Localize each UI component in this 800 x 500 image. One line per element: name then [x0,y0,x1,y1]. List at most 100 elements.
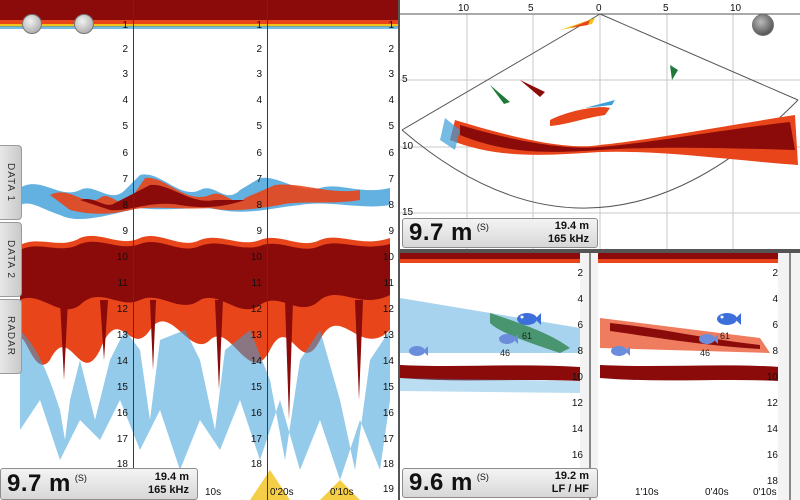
tab-radar[interactable]: RADAR [0,299,22,374]
range-scale-label: 10 [458,3,470,14]
freq-value: 165 kHz [548,233,589,245]
depth-tick: 10 [766,372,778,383]
depth-tick: 7 [388,174,394,185]
range-value: 19.2 m [554,470,589,482]
sonar-left-panel[interactable]: 1 2 3 4 5 6 7 8 9 10 11 12 13 14 15 16 1… [0,0,400,500]
time-label: 10s [205,487,222,498]
fish-id-panel[interactable]: 61 46 61 46 2 4 6 8 10 12 14 16 18 2 4 6… [400,253,800,500]
depth-tick: 14 [766,424,778,435]
tab-label: DATA 1 [5,163,16,202]
depth-tick: 1 [256,20,262,31]
time-label: 0'10s [753,487,777,498]
history-divider-1 [133,0,134,500]
depth-tick: 17 [250,434,262,445]
depth-value: 9.7 m [409,219,473,246]
fish-icon[interactable] [698,333,718,345]
depth-tick: 14 [382,356,394,367]
fish-depth-label: 46 [700,348,711,358]
range-scale-label: 10 [730,3,742,14]
depth-tick: 10 [382,252,394,263]
depth-tick: 15 [116,382,128,393]
range-scale-label: 0 [596,3,602,14]
range-scale-label: 5 [528,3,534,14]
depth-source: (S) [74,473,87,483]
depth-tick: 4 [122,95,128,106]
depth-tick: 3 [256,69,262,80]
depth-tick: 14 [116,356,128,367]
depth-tick: 6 [577,320,583,331]
depth-tick: 10 [116,252,128,263]
sidescan-canvas [400,13,800,250]
depth-tick: 2 [122,44,128,55]
depth-tick: 12 [571,398,583,409]
forward-button[interactable] [74,14,94,34]
depth-tick: 10 [250,252,262,263]
depth-tick: 12 [116,304,128,315]
depth-tick: 18 [116,459,128,470]
fish-icon[interactable] [498,333,518,345]
depth-tick: 16 [766,450,778,461]
range-freq: 19.2 m LF / HF [552,470,597,496]
sidescan-panel[interactable]: 10 5 0 5 10 5 10 15 9.7 m (S) 19.4 m 165… [400,0,800,250]
tab-label: DATA 2 [5,240,16,279]
history-divider-2 [267,0,268,500]
depth-tick: 12 [766,398,778,409]
depth-tick: 2 [577,268,583,279]
fish-icon[interactable] [610,345,630,357]
depth-tick: 16 [382,408,394,419]
depth-tick: 2 [772,268,778,279]
depth-tick: 11 [251,278,262,289]
depth-tick: 17 [116,434,128,445]
depth-tick: 12 [382,304,394,315]
depth-tick: 12 [250,304,262,315]
depth-value: 9.7 m [7,470,71,497]
depth-tick: 8 [256,200,262,211]
depth-tick: 14 [250,356,262,367]
freq-value: LF / HF [551,483,589,495]
depth-tick: 18 [250,459,262,470]
depth-tick: 7 [122,174,128,185]
time-label: 0'10s [330,487,354,498]
depth-tick: 9 [122,226,128,237]
time-label: 1'10s [635,487,659,498]
depth-tick: 10 [571,372,583,383]
fish-depth-label: 61 [720,331,731,341]
depth-tick: 16 [571,450,583,461]
sidescan-readout: 9.7 m (S) 19.4 m 165 kHz [402,218,598,248]
horizontal-divider [400,249,800,253]
menu-button[interactable] [752,14,774,36]
depth-tick: 4 [772,294,778,305]
depth-tick: 1 [388,20,394,31]
sonar-echo-canvas [0,0,400,500]
depth-tick: 11 [383,278,394,289]
depth-tick: 18 [382,459,394,470]
back-button[interactable] [22,14,42,34]
depth-tick: 2 [388,44,394,55]
fish-icon[interactable] [715,311,741,327]
freq-value: 165 kHz [148,484,189,496]
fish-icon[interactable] [515,311,541,327]
range-freq: 19.4 m 165 kHz [148,471,197,497]
depth-tick: 4 [388,95,394,106]
range-scale-label: 5 [663,3,669,14]
fish-icon[interactable] [408,345,428,357]
depth-tick: 11 [117,278,128,289]
depth-tick: 9 [388,226,394,237]
depth-source: (S) [476,222,489,232]
time-label: 0'40s [705,487,729,498]
depth-tick: 18 [766,476,778,487]
range-value: 19.4 m [554,220,589,232]
tab-data-2[interactable]: DATA 2 [0,222,22,297]
depth-tick: 13 [382,330,394,341]
depth-tick: 6 [388,148,394,159]
tab-data-1[interactable]: DATA 1 [0,145,22,220]
range-value: 19.4 m [154,471,189,483]
depth-tick: 16 [116,408,128,419]
depth-tick: 5 [388,121,394,132]
depth-source: (S) [476,472,489,482]
depth-tick: 8 [122,200,128,211]
depth-tick: 13 [116,330,128,341]
depth-tick: 7 [256,174,262,185]
depth-tick: 8 [577,346,583,357]
time-label: 0'20s [270,487,294,498]
